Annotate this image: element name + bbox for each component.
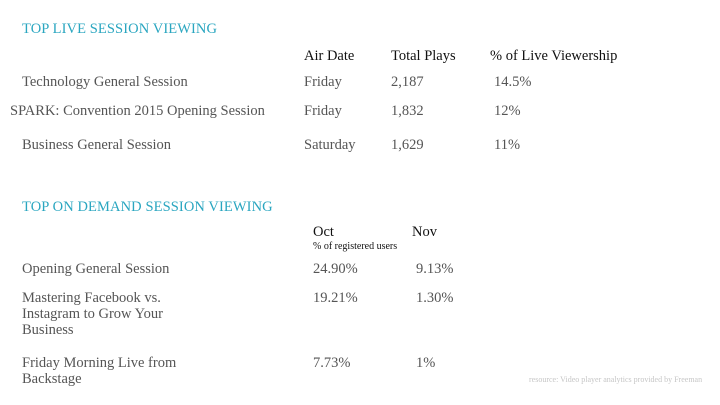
on-demand-col-oct-subtitle: % of registered users [313,241,398,252]
live-total-plays: 1,832 [391,103,424,119]
live-session-name: SPARK: Convention 2015 Opening Session [10,103,265,119]
live-session-name: Business General Session [22,137,172,153]
on-demand-col-nov: Nov [412,224,437,240]
on-demand-nov-value: 1% [416,355,436,371]
live-total-plays: 1,629 [391,137,424,153]
on-demand-oct-value: 7.73% [313,355,351,371]
on-demand-session-name: Friday Morning Live from Backstage [22,355,177,387]
live-pct-viewership: 12% [494,103,521,119]
on-demand-session-name: Opening General Session [22,261,170,277]
on-demand-session-name: Mastering Facebook vs. Instagram to Grow… [22,290,163,338]
on-demand-oct-value: 24.90% [313,261,358,277]
live-section-heading: TOP LIVE SESSION VIEWING [22,21,218,37]
on-demand-oct-value: 19.21% [313,290,358,306]
on-demand-col-oct: Oct [313,224,334,240]
live-col-air-date: Air Date [304,48,355,64]
live-air-date: Friday [304,74,342,90]
source-note: resource: Video player analytics provide… [529,375,703,384]
live-pct-viewership: 11% [494,137,521,153]
on-demand-nov-value: 9.13% [416,261,454,277]
live-col-total-plays: Total Plays [391,48,456,64]
live-air-date: Friday [304,103,342,119]
live-pct-viewership: 14.5% [494,74,532,90]
live-session-name: Technology General Session [22,74,188,90]
live-total-plays: 2,187 [391,74,424,90]
live-col-pct-viewership: % of Live Viewership [490,48,618,64]
on-demand-nov-value: 1.30% [416,290,454,306]
on-demand-section-heading: TOP ON DEMAND SESSION VIEWING [22,199,273,215]
live-air-date: Saturday [304,137,356,153]
